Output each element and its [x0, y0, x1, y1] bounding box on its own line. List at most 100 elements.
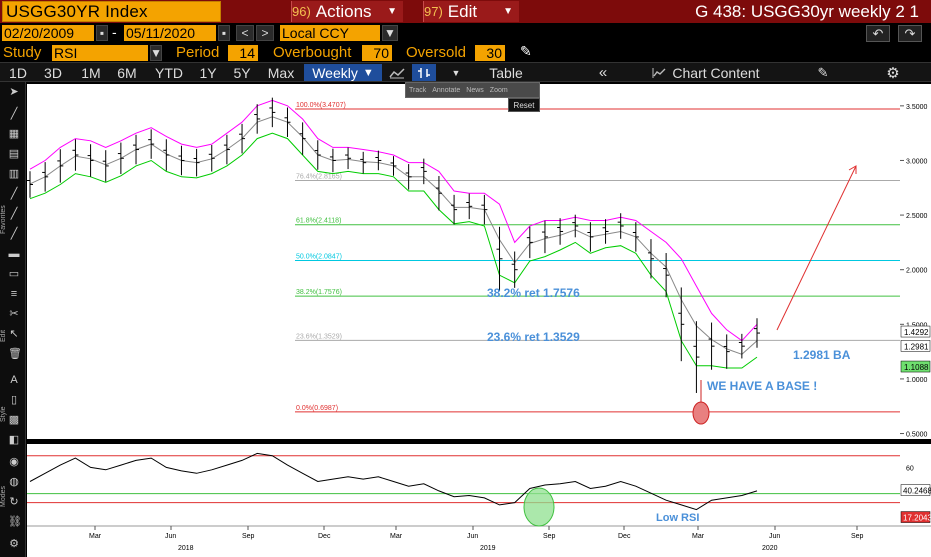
- rsi-tag-label: 17.2043: [903, 514, 931, 523]
- draw-tool-icon[interactable]: ╱: [10, 208, 18, 220]
- line-chart-icon[interactable]: [386, 64, 408, 81]
- end-date-field[interactable]: 05/11/2020: [124, 25, 216, 41]
- chart-type-caret-down-icon[interactable]: ▼: [451, 67, 461, 78]
- calendar-icon[interactable]: ▪: [218, 25, 230, 41]
- style-tool-icon[interactable]: ▩: [8, 414, 20, 426]
- ticker-field[interactable]: USGG30YR Index: [2, 1, 221, 22]
- currency-field[interactable]: Local CCY: [280, 25, 380, 41]
- redo-icon[interactable]: ↷: [898, 25, 922, 42]
- y-tick-label: 3.5000: [906, 104, 928, 111]
- trash-icon[interactable]: 🗑: [8, 348, 22, 360]
- reset-button[interactable]: Reset: [508, 98, 540, 112]
- chart-title: G 438: USGG30yr weekly 2 1: [695, 1, 919, 21]
- x-month-label: Mar: [692, 533, 705, 540]
- pen-tool-icon[interactable]: ╱: [10, 188, 18, 200]
- track-tool[interactable]: Track: [409, 86, 427, 94]
- annot-ba: 1.2981 BA: [793, 348, 851, 362]
- price-tag: [900, 340, 931, 352]
- nav-left-button[interactable]: <: [236, 25, 254, 41]
- fib-label: 76.4%(2.8165): [296, 174, 342, 181]
- bar-chart-icon[interactable]: [412, 64, 436, 81]
- actions-menu[interactable]: 96) Actions ▼: [291, 1, 403, 22]
- pencil-icon[interactable]: ✎: [520, 43, 532, 59]
- tf-1y[interactable]: 1Y: [199, 64, 217, 81]
- timeframe-bar: 1D 3D 1M 6M YTD 1Y 5Y Max Weekly ▼ ▼ Tab…: [0, 62, 931, 82]
- caret-down-icon: ▼: [503, 6, 513, 17]
- x-month-label: Sep: [851, 533, 864, 540]
- price-panel: [27, 84, 900, 439]
- rsi-tag: [900, 511, 931, 523]
- frequency-select[interactable]: Weekly ▼: [304, 64, 382, 81]
- tool-popup: Track Annotate News Zoom: [405, 82, 540, 98]
- tf-3d[interactable]: 3D: [44, 64, 62, 81]
- tf-max[interactable]: Max: [267, 64, 295, 81]
- tf-6m[interactable]: 6M: [117, 64, 137, 81]
- caret-down-icon[interactable]: ▼: [150, 45, 162, 61]
- oversold-input[interactable]: 30: [475, 45, 505, 61]
- tool-strip: ➤ ╱ ▦ ▤ ▥ ╱ ╱ ╱ ▬ ▭ ≡ ✂ ↖ 🗑 A ▯ ▩ ◧ ◉ ◍ …: [0, 82, 26, 557]
- date-range-bar: 02/20/2009 ▪ - 05/11/2020 ▪ < > Local CC…: [0, 23, 931, 43]
- edit-menu[interactable]: 97) Edit ▼: [423, 1, 519, 22]
- text-tool-icon[interactable]: A: [10, 374, 18, 386]
- price-tag: [900, 325, 931, 338]
- fav-tool-icon[interactable]: ▥: [8, 168, 20, 180]
- chart-canvas[interactable]: 100.0%(3.4707) 76.4%(2.8165) 61.8%(2.4118)…: [0, 82, 931, 557]
- start-date-field[interactable]: 02/20/2009: [2, 25, 94, 41]
- fib-tool-icon[interactable]: ≡: [10, 288, 18, 300]
- style-label: Style: [0, 406, 7, 422]
- annotate-tool[interactable]: Annotate: [432, 86, 461, 94]
- x-month-label: Mar: [89, 533, 102, 540]
- eye-tool-icon[interactable]: ◉: [9, 456, 19, 468]
- settings-tool-icon[interactable]: ⚙: [9, 538, 19, 550]
- chart-content-label: Chart Content: [672, 64, 760, 81]
- x-month-label: Dec: [318, 533, 331, 540]
- mode-tool-icon[interactable]: ◍: [9, 476, 19, 488]
- news-tool[interactable]: News: [466, 86, 484, 94]
- tf-1m[interactable]: 1M: [81, 64, 101, 81]
- gear-icon[interactable]: ⚙: [886, 64, 900, 82]
- arrow-head-icon: [848, 165, 857, 174]
- study-label: Study: [3, 44, 42, 61]
- edit-num: 97): [424, 4, 443, 19]
- refresh-tool-icon[interactable]: ↻: [9, 496, 19, 508]
- price-tag-label: 1.2981: [904, 342, 929, 351]
- tf-ytd[interactable]: YTD: [155, 64, 183, 81]
- edit-icon[interactable]: ✎: [817, 64, 829, 80]
- price-bars: [27, 97, 760, 393]
- calendar-icon[interactable]: ▪: [96, 25, 108, 41]
- link-tool-icon[interactable]: ⛓: [8, 516, 22, 528]
- channel-tool-icon[interactable]: ▬: [8, 248, 20, 260]
- nav-right-button[interactable]: >: [256, 25, 274, 41]
- bars-tool-icon[interactable]: ▤: [8, 148, 20, 160]
- upper-band: [29, 99, 758, 342]
- caret-down-icon[interactable]: ▼: [382, 25, 398, 41]
- rsi-series: 60 40.2468 17.2043: [27, 452, 931, 523]
- reset-label: Reset: [513, 100, 535, 110]
- annot-382: 38.2% ret 1.7576: [487, 286, 580, 300]
- shape-tool-icon[interactable]: ▯: [10, 394, 18, 406]
- fib-label: 23.6%(1.3529): [296, 333, 342, 340]
- grid-tool-icon[interactable]: ▦: [8, 128, 20, 140]
- cursor-icon[interactable]: ➤: [9, 86, 19, 98]
- chevrons-left-icon[interactable]: «: [598, 64, 608, 81]
- overbought-input[interactable]: 70: [362, 45, 392, 61]
- period-input[interactable]: 14: [228, 45, 258, 61]
- fill-tool-icon[interactable]: ▭: [8, 268, 20, 280]
- line-tool-icon[interactable]: ╱: [10, 108, 18, 120]
- zoom-tool[interactable]: Zoom: [489, 86, 508, 94]
- table-button[interactable]: Table: [489, 64, 523, 81]
- range-dash: -: [112, 24, 117, 40]
- undo-icon[interactable]: ↶: [866, 25, 890, 42]
- y-tick-label: 2.5000: [906, 213, 928, 220]
- chart-content-button[interactable]: Chart Content: [646, 64, 766, 81]
- study-select[interactable]: RSI: [52, 45, 148, 61]
- tf-1d[interactable]: 1D: [9, 64, 27, 81]
- tf-5y[interactable]: 5Y: [233, 64, 251, 81]
- overbought-label: Overbought: [273, 44, 352, 61]
- ticker-text: USGG30YR Index: [6, 1, 148, 21]
- pointer-tool-icon[interactable]: ↖: [9, 328, 19, 340]
- annot-low-rsi: Low RSI: [656, 512, 699, 524]
- cut-tool-icon[interactable]: ✂: [9, 308, 19, 320]
- palette-tool-icon[interactable]: ◧: [8, 434, 20, 446]
- brush-tool-icon[interactable]: ╱: [10, 228, 18, 240]
